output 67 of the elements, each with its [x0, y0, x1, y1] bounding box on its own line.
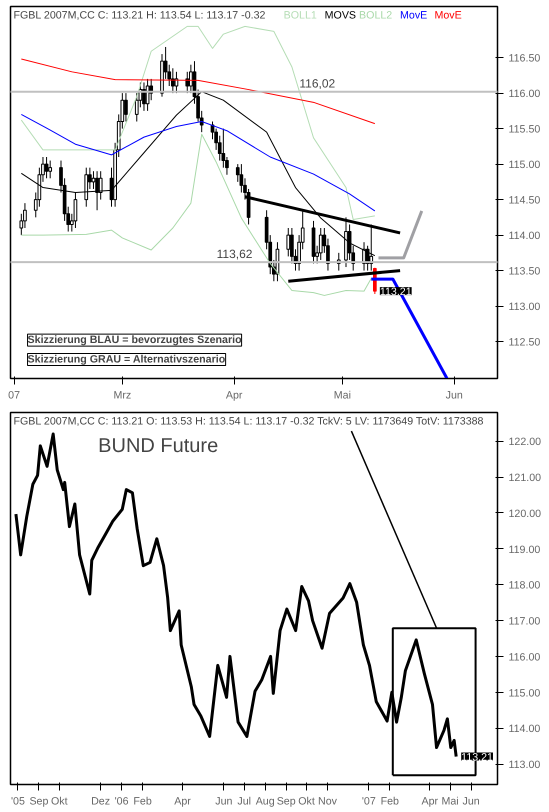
candlestick	[48, 160, 52, 179]
x-tick-label: Feb	[380, 796, 400, 808]
x-tick-label: Okt	[50, 796, 68, 808]
series-label: BOLL1	[284, 10, 317, 22]
text: BOLL2	[359, 10, 392, 22]
line-series	[20, 134, 372, 296]
x-tick-label: Aug	[256, 796, 275, 808]
y-tick-label: 121.00	[508, 472, 542, 484]
y-tick-label: 112.50	[508, 336, 540, 349]
x-tick-label: Sep	[276, 796, 296, 808]
x-tick-label: '05	[11, 796, 25, 808]
x-tick-label: Mai	[442, 796, 459, 808]
text: MovE	[434, 10, 462, 22]
line-series	[20, 26, 376, 220]
candlestick	[74, 192, 78, 228]
y-tick-label: 115.00	[508, 159, 540, 172]
x-tick-label: Apr	[226, 390, 243, 402]
x-tick-label: Jun	[446, 390, 463, 402]
y-tick-label: 116.00	[508, 651, 540, 664]
y-tick-label: 116.50	[508, 52, 540, 65]
x-tick-label: Apr	[174, 796, 192, 808]
line-series	[20, 114, 376, 212]
candlestick	[92, 170, 96, 190]
y-tick-label: 113.00	[508, 759, 540, 772]
x-tick-label: Mai	[334, 390, 351, 402]
ref-line-label: 113,62	[216, 247, 253, 262]
candlestick	[174, 71, 178, 94]
annotation: BUND Future	[98, 434, 218, 457]
y-tick-label: 116.00	[508, 88, 540, 100]
chart-title: FGBL 2007M,CC C: 113.21 H: 113.54 L: 113.17 -0.32	[14, 10, 266, 22]
x-tick-label: Nov	[318, 796, 338, 808]
y-tick-label: 122.00	[508, 436, 542, 448]
y-tick-label: 114.00	[508, 230, 540, 242]
x-tick-label: Mrz	[113, 390, 132, 402]
candlestick	[286, 227, 290, 257]
y-tick-label: 119.00	[508, 544, 540, 556]
chart-title: FGBL 2007M,CC C: 113.21 O: 113.53 H: 113.54 L: 113.17 -0.32 TckV: 5 LV: 1173649 TotV: 1173388	[14, 416, 484, 428]
candlestick	[124, 92, 128, 122]
candlestick	[146, 78, 150, 112]
x-tick-label: Sep	[29, 796, 48, 808]
x-tick-label: Dez	[91, 796, 110, 808]
candlestick	[318, 227, 323, 260]
candlestick	[44, 156, 48, 179]
y-tick-label: 117.00	[508, 616, 540, 628]
ref-line-label: 116,02	[299, 76, 336, 91]
x-tick-label: Jun	[215, 796, 233, 808]
x-tick-label: 07	[8, 390, 20, 402]
y-tick-label: 115.00	[508, 687, 540, 700]
y-tick-label: 114.00	[508, 723, 540, 736]
y-tick-label: 120.00	[508, 508, 542, 520]
text: MOVS	[324, 10, 356, 22]
line-series	[20, 58, 376, 124]
x-tick-label: Apr	[421, 796, 439, 808]
x-tick-label: Jun	[462, 796, 480, 808]
text: MovE	[400, 10, 428, 22]
y-tick-label: 118.00	[508, 580, 540, 592]
x-tick-label: Jul	[237, 796, 251, 808]
y-tick-label: 113.00	[508, 301, 540, 314]
x-tick-label: Okt	[298, 796, 315, 808]
candlestick	[95, 170, 99, 211]
x-tick-label: '06	[114, 796, 129, 808]
y-tick-label: 114.50	[508, 194, 540, 207]
y-tick-label: 113.50	[508, 266, 540, 278]
x-tick-label: '07	[362, 796, 376, 808]
annotation: 113.21	[461, 752, 494, 764]
y-tick-label: 115.50	[508, 124, 540, 136]
x-tick-label: Feb	[133, 796, 152, 808]
